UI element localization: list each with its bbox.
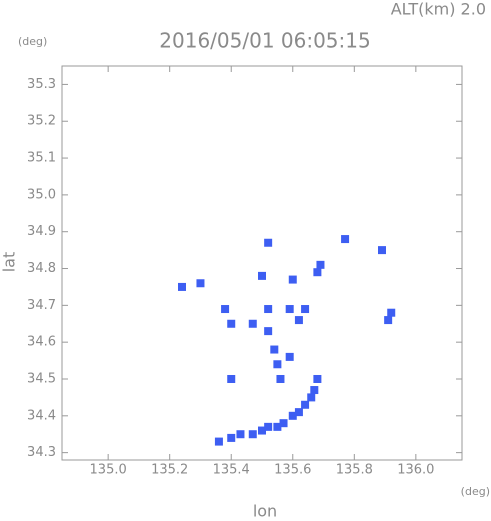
echo-cell: [264, 305, 273, 314]
echo-cell: [270, 345, 279, 354]
plot-frame: [61, 65, 463, 461]
echo-cell: [264, 422, 273, 431]
echo-cell: [236, 430, 245, 439]
echo-cell: [387, 308, 396, 317]
y-tick-label: 35.0: [27, 187, 56, 202]
echo-cell: [301, 400, 310, 409]
echo-cell: [341, 235, 350, 244]
echo-cell: [294, 408, 303, 417]
echo-cell: [285, 352, 294, 361]
echo-cell: [248, 319, 257, 328]
echo-cell: [313, 374, 322, 383]
chart-title: 2016/05/01 06:05:15: [159, 29, 370, 53]
echo-cell: [276, 374, 285, 383]
echo-cell: [273, 422, 282, 431]
echo-cell: [258, 271, 266, 280]
echo-cell: [313, 268, 322, 277]
x-tick-label: 135.8: [336, 463, 373, 478]
echo-cell: [301, 305, 310, 314]
echo-cell: [288, 275, 297, 284]
x-tick-label: 135.6: [274, 463, 311, 478]
y-tick-label: 34.5: [27, 371, 56, 386]
x-unit: (deg): [461, 485, 490, 498]
x-tick-label: 135.0: [90, 463, 127, 478]
echo-cell: [227, 433, 236, 442]
y-tick-label: 34.3: [27, 445, 56, 460]
y-tick-label: 35.3: [27, 77, 56, 92]
echo-cell: [378, 246, 386, 255]
echo-cell: [248, 430, 257, 439]
altitude-label: ALT(km) 2.0: [391, 0, 486, 19]
y-axis-label: lat: [0, 252, 19, 273]
echo-cell: [310, 386, 319, 395]
echo-cell: [273, 360, 282, 369]
echo-cell: [307, 393, 316, 402]
echo-cell: [227, 374, 236, 383]
y-tick-label: 34.8: [27, 261, 56, 276]
echo-cell: [264, 238, 273, 247]
echo-cell: [316, 260, 325, 269]
echo-cell: [214, 437, 223, 446]
echo-cell: [178, 282, 186, 291]
echo-cell: [288, 411, 297, 420]
y-tick-label: 34.6: [27, 335, 56, 350]
x-tick-label: 135.2: [151, 463, 188, 478]
echo-cell: [264, 327, 273, 336]
x-tick-label: 135.4: [213, 463, 250, 478]
y-tick-label: 34.7: [27, 298, 56, 313]
echo-cell: [279, 419, 288, 428]
echo-cell: [258, 426, 266, 435]
echo-cell: [221, 305, 230, 314]
echo-cell: [227, 319, 236, 328]
x-tick-label: 136.0: [397, 463, 434, 478]
echo-cell: [294, 316, 303, 325]
y-unit: (deg): [18, 35, 47, 48]
y-tick-label: 35.2: [27, 114, 56, 129]
x-axis-label: lon: [253, 502, 277, 521]
y-tick-label: 34.9: [27, 224, 56, 239]
echo-cell: [285, 305, 294, 314]
y-tick-label: 34.4: [27, 408, 56, 423]
echo-cell: [384, 316, 393, 325]
echo-cell: [196, 279, 205, 288]
y-tick-label: 35.1: [27, 151, 56, 166]
